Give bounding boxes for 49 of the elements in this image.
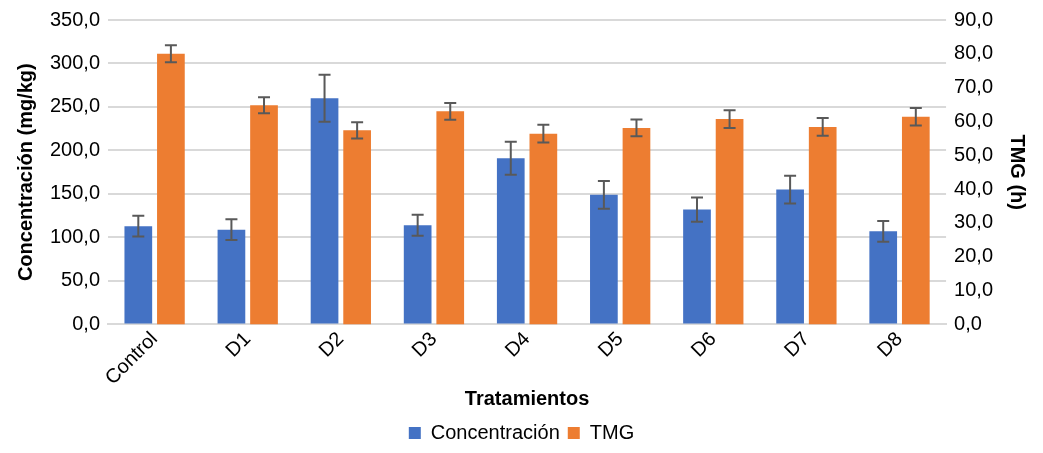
y-tick-label: 350,0 [49,7,101,30]
bar [776,189,804,324]
y2-tick-label: 40,0 [954,176,994,199]
bar [436,111,465,325]
x-tick-label: D5 [593,327,627,361]
x-tick-label: D2 [313,327,348,361]
y-tick-label: 250,0 [49,94,101,117]
bar [217,229,246,324]
x-tick-label: D3 [407,327,441,361]
y-tick-label: 300,0 [49,51,101,74]
y-axis-title: Concentración (mg/kg) [13,63,36,282]
y-tick-label: 50,0 [61,268,101,291]
bar [869,231,898,324]
y2-tick-label: 50,0 [954,142,994,165]
bar [496,158,525,324]
bar [529,133,558,325]
y2-tick-label: 80,0 [954,41,994,64]
bar [808,126,837,325]
legend-label: Concentración [430,420,560,443]
x-tick-label: D6 [686,327,721,361]
y2-tick-label: 90,0 [954,7,994,30]
y-tick-label: 0,0 [72,311,101,334]
bar [715,119,744,325]
legend-label: TMG [589,420,635,443]
bar [901,116,930,325]
y2-tick-label: 20,0 [954,244,994,267]
y-tick-label: 150,0 [49,181,101,204]
y2-tick-label: 30,0 [954,210,994,233]
bar [157,53,185,325]
bar [622,127,651,325]
bar [590,194,618,324]
bar [124,226,153,324]
y2-tick-label: 10,0 [954,278,994,301]
y2-tick-label: 60,0 [954,109,994,131]
bar [250,105,278,325]
y-tick-label: 200,0 [49,137,101,160]
y-tick-label: 100,0 [49,224,101,247]
x-tick-label: D4 [500,327,534,361]
x-axis-title: Tratamientos [464,386,590,409]
y2-tick-label: 70,0 [954,75,994,98]
bar [403,225,432,324]
y2-tick-label: 0,0 [954,311,982,334]
bar [683,209,711,324]
y2-axis-title: TMG (h) [1007,134,1030,210]
x-tick-label: D8 [872,327,907,361]
x-tick-label: D1 [220,327,255,361]
bar [343,130,371,325]
bar [310,98,339,324]
x-tick-label: D7 [779,327,814,361]
